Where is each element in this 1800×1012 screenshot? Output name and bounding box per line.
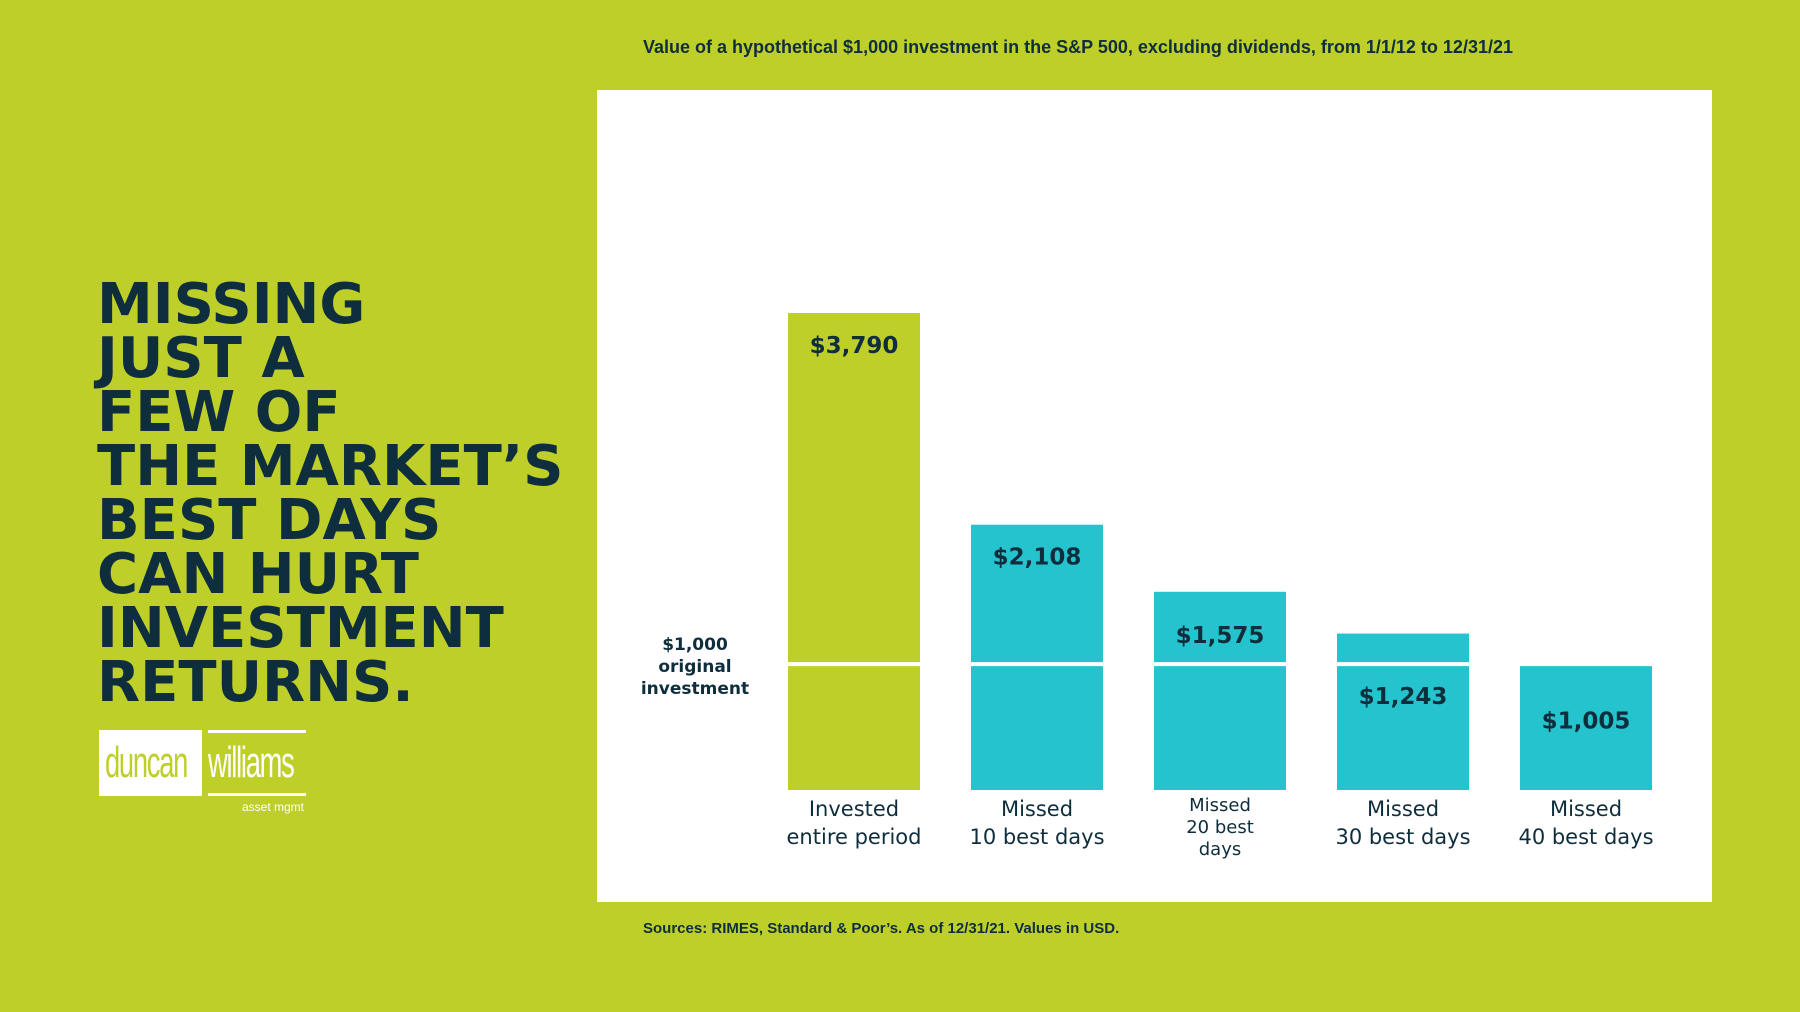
category-label: Missed [1189,795,1251,816]
headline: MISSING JUST A FEW OF THE MARKET’S BEST … [97,272,567,715]
category-label: Missed [1367,797,1439,821]
logo-right-block: williams [208,730,306,796]
headline-line: FEW OF [97,380,341,445]
reference-label: investment [641,679,749,699]
headline-line: CAN HURT [97,542,419,607]
headline-line: INVESTMENT [97,596,504,661]
headline-line: JUST A [97,326,305,391]
bar-5 [1520,663,1652,790]
bar-value-label: $1,575 [1176,623,1265,649]
category-label: entire period [787,825,922,849]
category-label: Invested [809,797,899,821]
source-note: Sources: RIMES, Standard & Poor’s. As of… [643,920,1120,937]
chart-panel: $3,790 Invested entire period $2,108 Missed 1… [597,90,1712,902]
bar-2 [971,524,1103,790]
logo-left-word: duncan [105,738,188,787]
category-label: days [1199,839,1242,860]
company-logo: duncan williams [99,730,306,796]
logo-subtitle: asset mgmt [242,800,305,814]
category-label: Missed [1550,797,1622,821]
headline-line: RETURNS. [97,650,414,715]
logo-right-word: williams [208,738,295,787]
category-label: Missed [1001,797,1073,821]
bar-value-label: $3,790 [810,333,899,359]
bar-value-label: $1,243 [1359,684,1448,710]
category-label: 10 best days [969,825,1104,849]
chart-title: Value of a hypothetical $1,000 investmen… [643,37,1513,57]
headline-line: THE MARKET’S [97,434,564,499]
category-label: 30 best days [1335,825,1470,849]
category-label: 20 best [1186,817,1254,838]
bar-1 [788,313,920,790]
reference-label: original [658,657,731,677]
bar-value-label: $1,005 [1542,709,1631,735]
reference-label: $1,000 [662,635,728,655]
bar-3 [1154,591,1286,790]
headline-line: BEST DAYS [97,488,442,553]
bar-value-label: $2,108 [993,545,1082,571]
logo-left-block: duncan [99,730,202,796]
bar-4 [1337,633,1469,790]
bar-chart: $3,790 Invested entire period $2,108 Missed 1… [641,313,1654,860]
category-label: 40 best days [1518,825,1653,849]
headline-line: MISSING [97,272,366,337]
